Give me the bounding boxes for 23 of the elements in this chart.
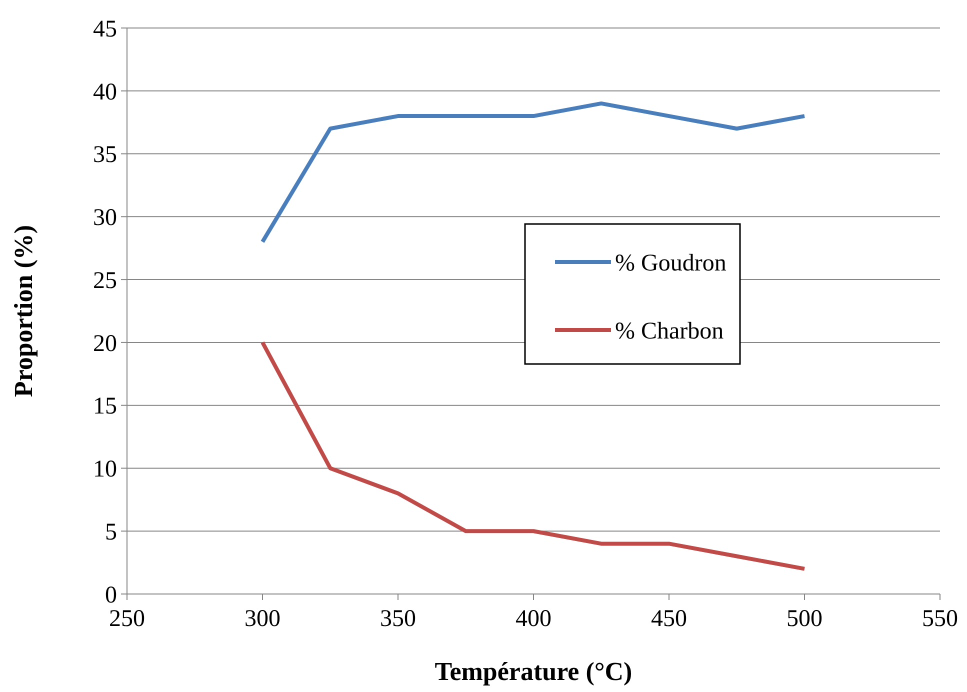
y-tick-label: 15	[93, 394, 117, 420]
y-tick-label: 25	[93, 268, 117, 294]
line-series	[260, 340, 806, 571]
y-tick-label: 0	[105, 582, 117, 608]
y-tick-label: 35	[93, 142, 117, 168]
y-tick-label: 40	[93, 79, 117, 106]
line-series	[260, 101, 806, 244]
y-axis-title: Proportion (%)	[9, 224, 38, 398]
x-tick-label: 400	[516, 606, 552, 632]
x-tick-label: 250	[109, 606, 145, 632]
y-tick-label: 45	[93, 16, 117, 42]
legend-label: % Charbon	[615, 318, 724, 344]
x-tick-label: 450	[651, 606, 687, 632]
x-tick-label: 550	[922, 606, 958, 632]
x-tick-label: 500	[786, 606, 822, 632]
y-tick-label: 5	[105, 520, 117, 546]
x-tick-label: 300	[244, 606, 280, 632]
y-tick-label: 30	[93, 205, 117, 232]
legend-label: % Goudron	[615, 250, 726, 276]
y-tick-label: 10	[93, 456, 117, 483]
x-axis-title: Température (°C)	[434, 657, 632, 686]
x-tick-label: 350	[380, 606, 416, 632]
y-tick-label: 20	[93, 330, 117, 357]
